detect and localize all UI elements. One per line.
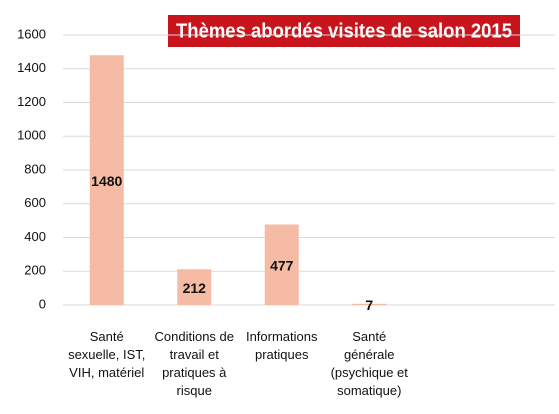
y-tick-label: 800	[24, 161, 46, 176]
chart-title: Thèmes abordés visites de salon 2015	[176, 20, 512, 42]
y-tick-label: 1600	[17, 26, 46, 41]
y-tick-label: 400	[24, 229, 46, 244]
y-tick-label: 1000	[17, 128, 46, 143]
y-tick-label: 1400	[17, 60, 46, 75]
title-box	[168, 15, 520, 47]
y-tick-label: 200	[24, 263, 46, 278]
y-tick-label: 0	[39, 296, 46, 311]
x-tick-label: Santé sexuelle, IST, VIH, matériel	[68, 329, 145, 380]
value-label: 1480	[91, 173, 122, 189]
bar	[264, 224, 299, 305]
y-tick-label: 600	[24, 195, 46, 210]
value-label: 477	[270, 257, 294, 273]
value-label: 7	[365, 297, 373, 313]
x-tick-label: Informations pratiques	[246, 329, 318, 362]
bar	[352, 303, 387, 305]
bar	[177, 269, 212, 305]
value-label: 212	[183, 280, 207, 296]
x-tick-label: Santé générale (psychique et somatique)	[331, 329, 409, 398]
x-tick-label: Conditions de travail et pratiques à risque	[155, 329, 235, 398]
y-tick-label: 1200	[17, 94, 46, 109]
bar	[89, 55, 124, 305]
